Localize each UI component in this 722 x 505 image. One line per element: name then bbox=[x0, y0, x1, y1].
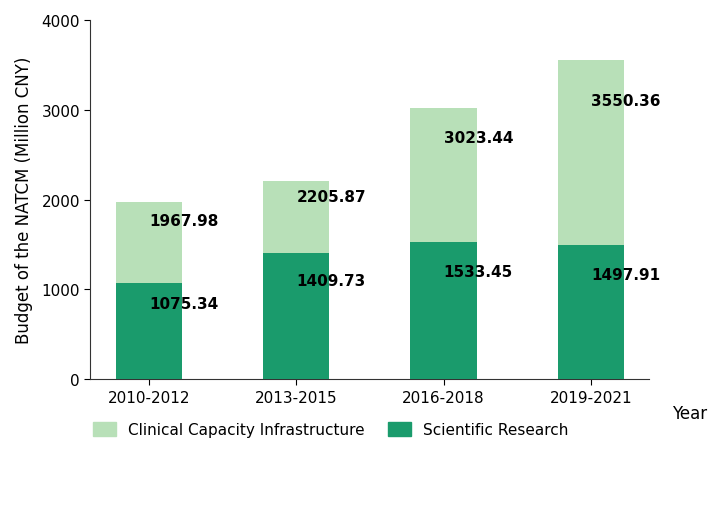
Bar bbox=[263, 182, 329, 253]
Text: 3550.36: 3550.36 bbox=[591, 94, 661, 109]
Bar bbox=[410, 242, 477, 379]
Text: 1497.91: 1497.91 bbox=[591, 267, 660, 282]
Text: 2205.87: 2205.87 bbox=[296, 190, 366, 205]
Bar bbox=[263, 253, 329, 379]
Text: Year: Year bbox=[672, 405, 707, 423]
Text: 3023.44: 3023.44 bbox=[443, 130, 513, 145]
Bar bbox=[116, 203, 182, 283]
Text: 1075.34: 1075.34 bbox=[149, 297, 218, 312]
Bar bbox=[116, 283, 182, 379]
Text: 1533.45: 1533.45 bbox=[443, 265, 513, 280]
Legend: Clinical Capacity Infrastructure, Scientific Research: Clinical Capacity Infrastructure, Scient… bbox=[87, 416, 575, 443]
Text: 1967.98: 1967.98 bbox=[149, 213, 218, 228]
Y-axis label: Budget of the NATCM (Million CNY): Budget of the NATCM (Million CNY) bbox=[15, 57, 33, 343]
Bar bbox=[558, 61, 624, 245]
Text: 1409.73: 1409.73 bbox=[296, 273, 365, 288]
Bar bbox=[558, 245, 624, 379]
Bar bbox=[410, 109, 477, 242]
